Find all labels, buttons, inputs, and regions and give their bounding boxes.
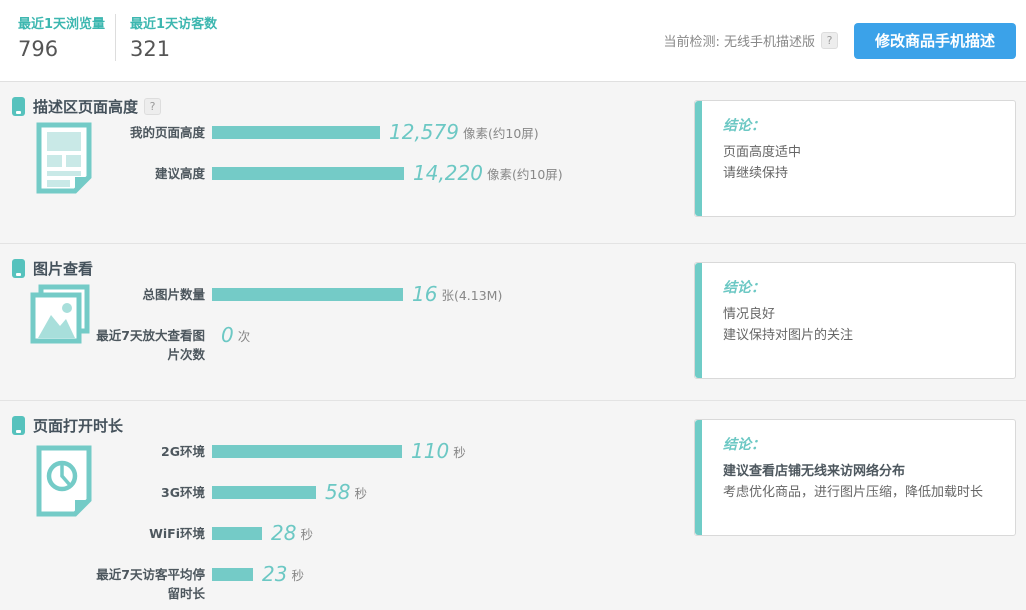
metric-row: 最近7天访客平均停留时长 23 秒 <box>94 562 554 603</box>
conclusion-line: 建议查看店铺无线来访网络分布 <box>723 464 906 479</box>
stat-pageviews: 最近1天浏览量 796 <box>0 0 105 61</box>
conclusion-line: 建议保持对图片的关注 <box>723 328 854 343</box>
metric-bar <box>212 288 403 301</box>
top-bar: 最近1天浏览量 796 最近1天访客数 321 当前检测: 无线手机描述版 ? … <box>0 0 1026 82</box>
metric-row: 建议高度 14,220 像素(约10屏) <box>94 161 563 185</box>
stat-visitors-label: 最近1天访客数 <box>130 17 218 32</box>
metric-bar <box>212 486 316 499</box>
conclusion-line: 情况良好 <box>723 307 776 322</box>
section-title: 页面打开时长 <box>33 416 124 435</box>
help-icon[interactable]: ? <box>820 32 838 49</box>
section-head: 图片查看 <box>0 258 1026 278</box>
conclusion-box: 结论： 页面高度适中 请继续保持 <box>694 100 1016 217</box>
metric-unit: 秒 <box>300 527 313 542</box>
metric-unit: 像素(约10屏) <box>486 167 563 182</box>
metric-value: 12,579 <box>389 120 459 144</box>
metric-value: 0 <box>221 323 234 347</box>
stat-pageviews-label: 最近1天浏览量 <box>18 17 106 32</box>
section-body: 我的页面高度 12,579 像素(约10屏) 建议高度 14,220 像素(约1… <box>0 120 1026 205</box>
conclusion-line: 页面高度适中 <box>723 145 802 160</box>
metric-row: 3G环境 58 秒 <box>94 480 554 504</box>
conclusion-heading: 结论： <box>723 437 765 453</box>
metric-rows: 总图片数量 16 张(4.13M) 最近7天放大查看图片次数 0 次 <box>94 282 554 385</box>
conclusion-heading: 结论： <box>723 118 765 134</box>
conclusion-box: 结论： 建议查看店铺无线来访网络分布 考虑优化商品，进行图片压缩，降低加载时长 <box>694 419 1016 536</box>
conclusion-line: 请继续保持 <box>723 166 789 181</box>
metric-label: 总图片数量 <box>142 287 205 302</box>
phone-icon <box>12 96 25 116</box>
metric-bar <box>212 167 404 180</box>
metric-rows: 2G环境 110 秒 3G环境 58 秒 WiFi环境 28 秒 <box>94 439 554 610</box>
metric-label: WiFi环境 <box>149 526 205 541</box>
section-image-views: 图片查看 总图片数量 16 张(4.13M) 最近7天放大 <box>0 243 1026 400</box>
section-head: 页面打开时长 <box>0 415 1026 435</box>
section-body: 2G环境 110 秒 3G环境 58 秒 WiFi环境 28 秒 <box>0 439 1026 610</box>
section-body: 总图片数量 16 张(4.13M) 最近7天放大查看图片次数 0 次 <box>0 282 1026 385</box>
phone-icon <box>12 415 25 435</box>
section-title: 描述区页面高度 <box>33 97 139 116</box>
metric-row: 总图片数量 16 张(4.13M) <box>94 282 554 306</box>
section-title: 图片查看 <box>33 259 94 278</box>
metric-value: 58 <box>325 480 351 504</box>
conclusion-box: 结论： 情况良好 建议保持对图片的关注 <box>694 262 1016 379</box>
conclusion-line: 考虑优化商品，进行图片压缩，降低加载时长 <box>723 485 984 500</box>
metric-bar <box>212 126 380 139</box>
metric-bar <box>212 568 253 581</box>
metric-label: 最近7天访客平均停留时长 <box>96 567 205 601</box>
metric-row: WiFi环境 28 秒 <box>94 521 554 545</box>
metric-value: 110 <box>411 439 450 463</box>
stat-pageviews-value: 796 <box>18 37 59 61</box>
edit-mobile-description-button[interactable]: 修改商品手机描述 <box>853 22 1016 59</box>
section-head: 描述区页面高度 ? <box>0 96 1026 116</box>
section-page-height: 描述区页面高度 ? 我的页面高度 12,579 <box>0 82 1026 243</box>
clock-document-icon <box>36 445 94 521</box>
top-bar-right: 当前检测: 无线手机描述版 ? 修改商品手机描述 <box>663 0 1016 81</box>
metric-rows: 我的页面高度 12,579 像素(约10屏) 建议高度 14,220 像素(约1… <box>94 120 563 205</box>
metric-bar <box>212 445 402 458</box>
metric-unit: 秒 <box>453 445 466 460</box>
conclusion-heading: 结论： <box>723 280 765 296</box>
metric-label: 建议高度 <box>154 166 205 181</box>
photo-icon <box>30 284 94 348</box>
metric-unit: 秒 <box>291 568 304 583</box>
current-check-label: 当前检测: 无线手机描述版 <box>663 35 815 50</box>
metric-row: 最近7天放大查看图片次数 0 次 <box>94 323 554 364</box>
metric-value: 14,220 <box>413 161 483 185</box>
metric-label: 3G环境 <box>161 485 205 500</box>
metric-row: 2G环境 110 秒 <box>94 439 554 463</box>
metric-value: 28 <box>271 521 297 545</box>
stat-visitors: 最近1天访客数 321 <box>116 0 217 61</box>
metric-row: 我的页面高度 12,579 像素(约10屏) <box>94 120 554 144</box>
phone-icon <box>12 258 25 278</box>
metric-unit: 次 <box>237 329 251 344</box>
metric-unit: 张(4.13M) <box>441 288 503 303</box>
metric-unit: 秒 <box>354 486 367 501</box>
section-open-time: 页面打开时长 2G环境 110 秒 3G环境 <box>0 400 1026 610</box>
metric-unit: 像素(约10屏) <box>462 126 539 141</box>
vertical-divider <box>115 14 117 61</box>
metric-value: 23 <box>262 562 288 586</box>
metric-label: 最近7天放大查看图片次数 <box>96 328 205 362</box>
metric-bar <box>212 527 262 540</box>
document-layout-icon <box>36 122 94 198</box>
metric-label: 我的页面高度 <box>129 125 205 140</box>
help-icon[interactable]: ? <box>144 97 162 115</box>
metric-value: 16 <box>412 282 438 306</box>
metric-label: 2G环境 <box>161 444 205 459</box>
stat-visitors-value: 321 <box>130 37 171 61</box>
